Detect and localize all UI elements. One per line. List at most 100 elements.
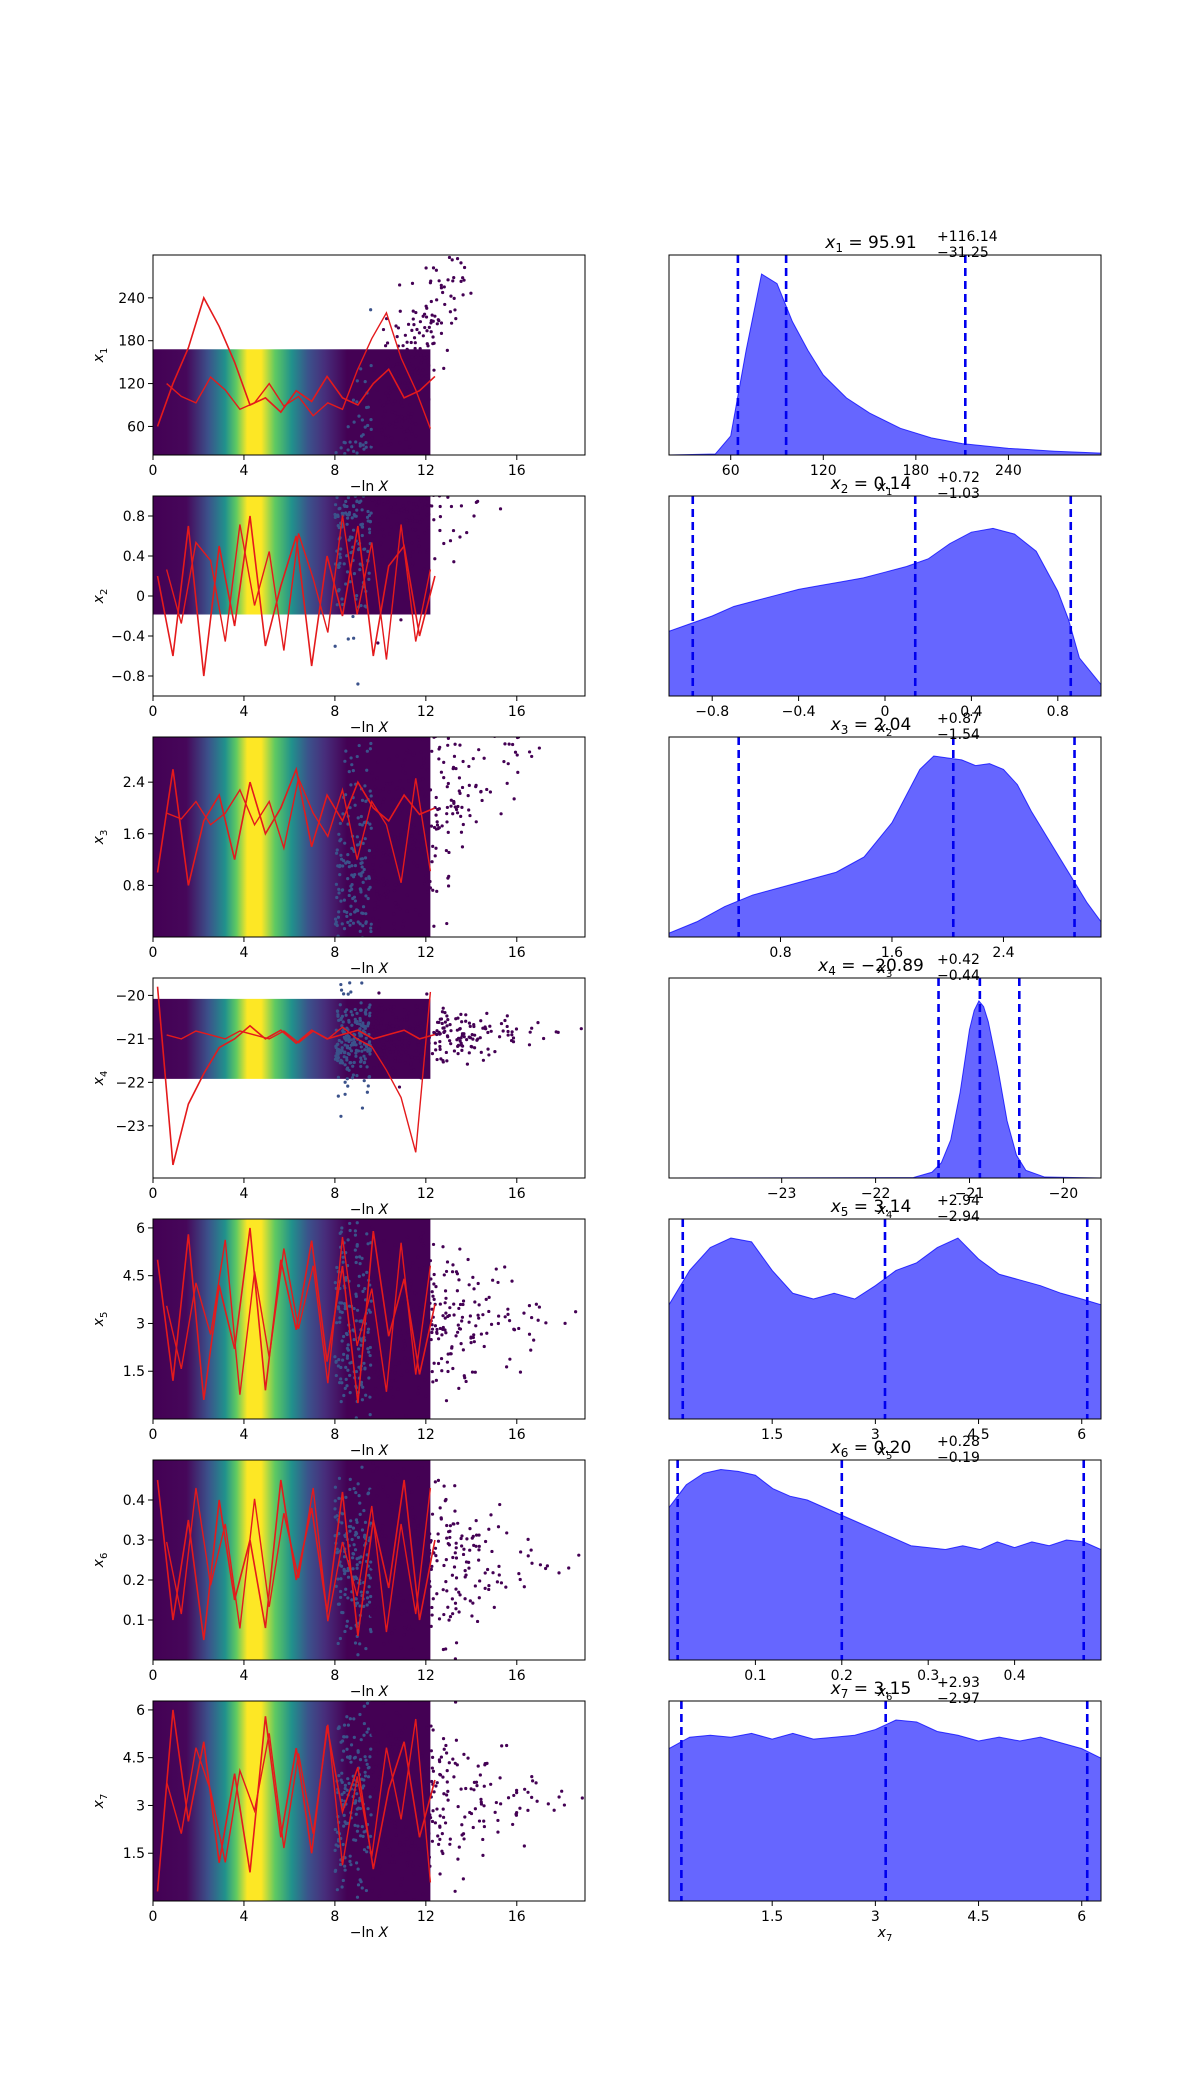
plot-area	[669, 978, 1101, 1178]
sample-point	[383, 1490, 387, 1494]
sample-point	[467, 1566, 471, 1570]
sample-point	[369, 1667, 372, 1670]
sample-point	[468, 1599, 472, 1603]
sample-point	[417, 831, 422, 835]
sample-point	[399, 1646, 403, 1650]
sample-point	[335, 967, 338, 970]
sample-point	[390, 1925, 393, 1928]
sample-point	[349, 884, 353, 888]
sample-point	[456, 1857, 460, 1861]
sample-point	[339, 947, 342, 950]
sample-point	[521, 92, 524, 95]
title-upper-error: +0.28	[937, 1434, 980, 1450]
plot-area	[153, 1196, 578, 1419]
sample-point	[363, 1367, 367, 1371]
sample-point	[363, 784, 367, 788]
sample-point	[427, 491, 430, 494]
sample-point	[458, 456, 461, 459]
sample-point	[404, 542, 408, 546]
sample-point	[405, 507, 409, 511]
sample-point	[440, 441, 443, 444]
sample-point	[452, 1775, 456, 1779]
sample-point	[391, 1012, 395, 1016]
sample-point	[415, 367, 419, 371]
sample-point	[435, 823, 440, 827]
sample-point	[340, 954, 343, 957]
sample-point	[393, 1824, 398, 1828]
sample-point	[363, 1774, 368, 1778]
sample-point	[417, 1684, 420, 1687]
sample-point	[343, 759, 347, 763]
sample-point	[335, 1048, 340, 1052]
sample-point	[466, 438, 469, 441]
sample-point	[421, 368, 425, 372]
sample-point	[411, 309, 415, 313]
x-tick-label: 4	[239, 1909, 248, 1925]
sample-point	[354, 1416, 358, 1419]
sample-point	[338, 873, 342, 877]
sample-point	[453, 1509, 457, 1513]
sample-point	[390, 806, 394, 811]
title-upper-error: +116.14	[937, 229, 998, 245]
sample-point	[367, 1005, 371, 1010]
sample-point	[347, 1039, 351, 1044]
sample-point	[351, 1674, 354, 1677]
sample-point	[446, 1369, 450, 1374]
x-tick-label: −20	[1049, 1186, 1079, 1202]
sample-point	[367, 1376, 371, 1380]
sample-point	[488, 206, 491, 209]
sample-point	[403, 483, 406, 486]
sample-point	[393, 1821, 397, 1825]
sample-point	[458, 1026, 462, 1031]
sample-point	[351, 921, 356, 925]
sample-point	[418, 347, 422, 351]
sample-point	[499, 1802, 503, 1806]
sample-point	[469, 291, 473, 295]
sample-point	[394, 905, 399, 909]
sample-point	[347, 1781, 351, 1786]
sample-point	[348, 912, 353, 916]
sample-point	[420, 1754, 424, 1758]
sample-point	[445, 1260, 450, 1264]
sample-point	[422, 756, 426, 761]
sample-point	[348, 1859, 352, 1863]
sample-point	[427, 1548, 432, 1552]
sample-point	[565, 719, 568, 722]
sample-point	[375, 1010, 379, 1015]
y-tick-label: 0.8	[123, 509, 145, 525]
sample-point	[343, 452, 347, 455]
sample-point	[426, 868, 430, 872]
sample-point	[409, 1069, 414, 1073]
sample-point	[422, 1278, 426, 1282]
sample-point	[403, 1771, 407, 1775]
sample-point	[366, 1845, 370, 1849]
sample-point	[379, 1021, 383, 1025]
sample-point	[346, 1777, 350, 1781]
sample-point	[538, 1563, 543, 1567]
sample-point	[431, 266, 436, 270]
sample-point	[352, 1337, 356, 1342]
sample-point	[438, 1824, 442, 1828]
sample-point	[337, 1476, 342, 1480]
sample-point	[458, 743, 462, 747]
sample-point	[361, 1196, 364, 1199]
sample-point	[357, 500, 362, 505]
sample-point	[338, 1231, 342, 1235]
title-sub: 3	[841, 723, 849, 737]
x-tick-label: 0.4	[1003, 1668, 1025, 1684]
sample-point	[446, 743, 450, 747]
sample-point	[340, 1758, 344, 1762]
sample-point	[360, 418, 364, 422]
sample-point	[442, 366, 446, 370]
sample-point	[419, 750, 423, 754]
sample-point	[383, 364, 388, 368]
sample-point	[366, 460, 369, 463]
sample-point	[400, 404, 405, 408]
sample-point	[447, 1618, 451, 1622]
sample-point	[461, 1299, 466, 1303]
sample-point	[365, 459, 368, 462]
sample-point	[363, 1026, 367, 1030]
sample-point	[366, 896, 370, 901]
sample-point	[419, 1522, 423, 1526]
sample-point	[345, 1624, 349, 1628]
